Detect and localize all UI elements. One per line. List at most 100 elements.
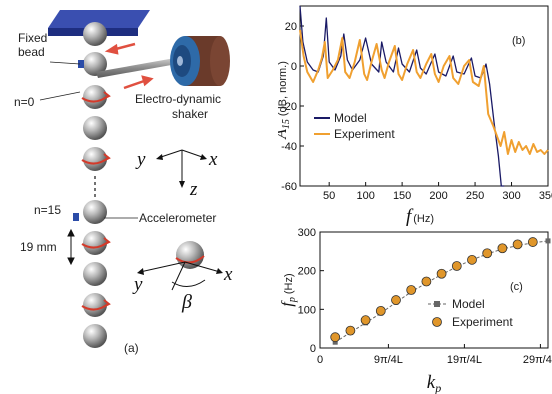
series-line-experiment bbox=[299, 29, 549, 155]
bead-chain bbox=[78, 22, 107, 348]
experiment-point bbox=[360, 315, 371, 326]
x-tick-label-b: 250 bbox=[466, 190, 484, 202]
y-axis-label-b: A15(dB, norm.) bbox=[278, 61, 292, 140]
rotation-arrows bbox=[81, 91, 111, 311]
legend-label-experiment-c: Experiment bbox=[452, 315, 513, 329]
accelerometer-icon bbox=[73, 213, 79, 221]
x-tick-label-b: 350 bbox=[539, 190, 552, 202]
schematic-panel: Fixed bead n=0 Electro-dynamic shaker n=… bbox=[14, 10, 233, 355]
x-axis-label-b: f (Hz) bbox=[406, 206, 434, 226]
chart-b-series bbox=[299, 5, 549, 187]
spectrum-chart: 50100150200250300350200-20-40-60 (b) Mod… bbox=[278, 5, 552, 226]
panel-tag-b: (b) bbox=[512, 35, 525, 47]
bead bbox=[83, 324, 107, 348]
axis-y-label: y bbox=[135, 149, 146, 170]
y-tick-label-b: -40 bbox=[281, 141, 297, 153]
experiment-point bbox=[391, 295, 401, 305]
experiment-point bbox=[421, 276, 432, 287]
bead bbox=[83, 116, 107, 140]
x-axis-label-c: kp bbox=[427, 372, 441, 394]
model-point bbox=[545, 238, 551, 244]
x-tick-label-c: 29π/4L bbox=[523, 354, 552, 366]
bead bbox=[83, 85, 107, 109]
plot-area-b bbox=[299, 5, 549, 187]
panel-tag-a: (a) bbox=[124, 341, 139, 355]
y-tick-label-c: 100 bbox=[298, 304, 316, 316]
coordinate-frame-2: y x β bbox=[132, 241, 233, 313]
axis-x-label: x bbox=[208, 149, 218, 170]
experiment-point bbox=[482, 248, 493, 259]
chart-c-legend: Model Experiment bbox=[428, 297, 513, 329]
chart-b-ticks: 50100150200250300350200-20-40-60 bbox=[281, 21, 552, 202]
bead bbox=[176, 241, 204, 269]
experiment-point bbox=[497, 243, 508, 254]
x-tick-label-c: 0 bbox=[317, 354, 323, 366]
experiment-point bbox=[451, 261, 462, 271]
bead bbox=[83, 231, 107, 255]
y-tick-label-b: -20 bbox=[281, 101, 297, 113]
legend-label-model: Model bbox=[334, 111, 367, 125]
dispersion-chart: 0 9π/4L 19π/4L 29π/4L 300 200 100 0 (c) Model E… bbox=[279, 227, 552, 394]
label-fixed: Fixed bbox=[18, 31, 47, 45]
label-spacing: 19 mm bbox=[20, 240, 57, 254]
experiment-point bbox=[527, 237, 538, 247]
coordinate-frame-1: y x z bbox=[135, 149, 218, 200]
x-tick-label-b: 50 bbox=[323, 190, 335, 202]
label-shaker-1: Electro-dynamic bbox=[135, 92, 221, 106]
label-bead: bead bbox=[18, 45, 45, 59]
motion-arrows bbox=[104, 42, 154, 90]
angle-beta-label: β bbox=[181, 291, 192, 313]
x-tick-label-b: 100 bbox=[356, 190, 374, 202]
bead bbox=[83, 147, 107, 171]
x-tick-label-b: 150 bbox=[393, 190, 411, 202]
axis-x2-label: x bbox=[223, 264, 233, 285]
schematic-svg: Fixed bead n=0 Electro-dynamic shaker n=… bbox=[14, 10, 233, 355]
experiment-point bbox=[512, 239, 523, 250]
y-tick-label-b: 20 bbox=[285, 21, 297, 33]
plot-area-c bbox=[319, 231, 549, 349]
label-accelerometer: Accelerometer bbox=[139, 211, 216, 225]
chart-b-legend: Model Experiment bbox=[314, 111, 395, 141]
experiment-point bbox=[436, 268, 447, 279]
bead bbox=[83, 200, 107, 224]
y-tick-label-b: -60 bbox=[281, 181, 297, 193]
shaker-rod bbox=[96, 58, 177, 78]
y-tick-label-c: 0 bbox=[310, 343, 316, 355]
bead bbox=[83, 52, 107, 76]
experiment-point bbox=[345, 325, 356, 336]
dispersion-chart-panel: 0 9π/4L 19π/4L 29π/4L 300 200 100 0 (c) Model E… bbox=[278, 226, 552, 394]
x-tick-label-c: 19π/4L bbox=[447, 354, 482, 366]
fixing-clip bbox=[78, 60, 84, 68]
shaker-icon bbox=[170, 36, 230, 86]
bead bbox=[83, 262, 107, 286]
label-n15: n=15 bbox=[34, 203, 61, 217]
experiment-point bbox=[406, 285, 417, 295]
label-n0: n=0 bbox=[14, 95, 35, 109]
y-tick-label-c: 300 bbox=[298, 227, 316, 239]
chart-c-series bbox=[330, 237, 551, 345]
axis-z-label: z bbox=[189, 179, 198, 200]
chart-c-ticks: 0 9π/4L 19π/4L 29π/4L 300 200 100 0 bbox=[298, 227, 552, 366]
y-tick-label-c: 200 bbox=[298, 266, 316, 278]
model-point bbox=[332, 339, 338, 345]
x-tick-label-c: 9π/4L bbox=[374, 354, 403, 366]
spectrum-chart-panel: 50100150200250300350200-20-40-60 (b) Mod… bbox=[278, 0, 552, 226]
experiment-point bbox=[330, 332, 341, 343]
experiment-point bbox=[467, 254, 477, 265]
x-tick-label-b: 200 bbox=[429, 190, 447, 202]
legend-marker-model-c bbox=[434, 301, 440, 307]
bead bbox=[83, 293, 107, 317]
y-tick-label-b: 0 bbox=[291, 61, 297, 73]
panel-tag-c: (c) bbox=[510, 281, 523, 293]
legend-label-experiment: Experiment bbox=[334, 127, 395, 141]
label-shaker-2: shaker bbox=[172, 107, 208, 121]
legend-marker-experiment-c bbox=[432, 317, 442, 327]
experiment-point bbox=[375, 305, 386, 316]
legend-label-model-c: Model bbox=[452, 297, 485, 311]
bead bbox=[83, 22, 107, 46]
axis-y2-label: y bbox=[132, 274, 143, 295]
series-line-model bbox=[299, 5, 505, 187]
spacing-marker bbox=[67, 228, 75, 266]
x-tick-label-b: 300 bbox=[502, 190, 520, 202]
y-axis-label-c: fp(Hz) bbox=[279, 273, 298, 306]
